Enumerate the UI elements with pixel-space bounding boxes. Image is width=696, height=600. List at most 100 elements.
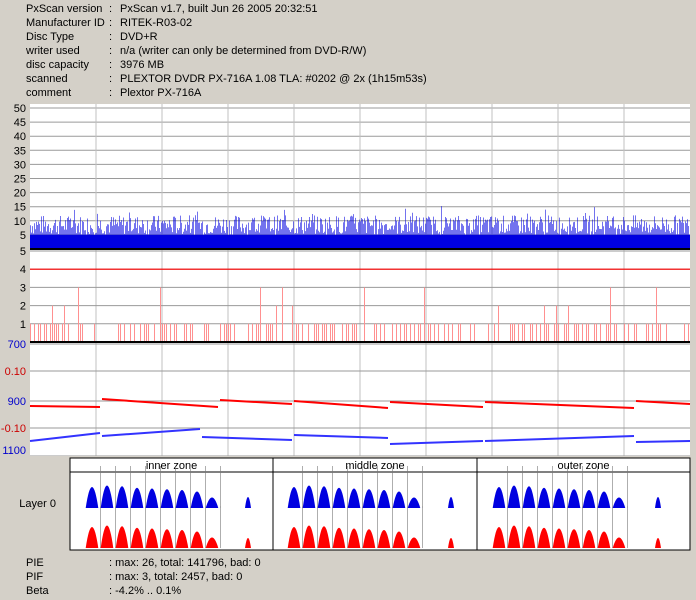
pie-tick-label: 50	[14, 104, 26, 115]
beta-series	[29, 398, 691, 409]
info-colon: :	[109, 3, 113, 15]
pie-peak	[190, 491, 204, 508]
pif-peak	[537, 527, 551, 548]
jitter-tick-label: 1100	[2, 445, 26, 456]
pif-peak	[287, 527, 301, 548]
pif-peak	[145, 528, 159, 548]
pif-peak	[245, 538, 251, 548]
scan-graph: 50 45 40 35 30 25 20 15 10 5 5 4 3 2 1 700 0.10 900 -0.10 1…	[0, 104, 696, 456]
zone-panel: Layer 0 inner zone middle zone outer zone	[0, 456, 696, 552]
pif-peak	[347, 528, 361, 548]
info-label: scanned	[26, 73, 68, 85]
pie-tick-label: 25	[14, 174, 26, 186]
info-colon: :	[109, 59, 113, 71]
pie-peak	[448, 497, 454, 508]
pie-peak	[552, 488, 566, 508]
summary-value: : max: 26, total: 141796, bad: 0	[109, 557, 261, 569]
pif-peak	[332, 527, 346, 548]
pif-peak	[567, 529, 581, 548]
pif-peak	[115, 526, 129, 548]
pie-tick-label: 30	[14, 159, 26, 171]
pif-tick-label: 1	[20, 319, 26, 331]
info-value: n/a (writer can only be determined from …	[120, 45, 367, 57]
pie-peak	[205, 497, 219, 508]
jitter-tick-label: 0.10	[5, 366, 26, 378]
zone-header: outer zone	[558, 460, 610, 472]
pif-peak	[85, 527, 99, 548]
jitter-segment	[201, 436, 293, 441]
jitter-segment	[484, 435, 635, 442]
pif-peak	[522, 526, 536, 548]
pie-tick-label: 20	[14, 188, 26, 200]
jitter-segment	[389, 440, 484, 445]
pie-peak	[245, 497, 251, 508]
info-value: PxScan v1.7, built Jun 26 2005 20:32:51	[120, 3, 318, 15]
summary-label: Beta	[26, 585, 49, 597]
summary-value: : max: 3, total: 2457, bad: 0	[109, 571, 243, 583]
jitter-series	[29, 428, 691, 445]
pif-tick-label: 3	[20, 282, 26, 294]
pif-peak	[190, 531, 204, 548]
scan-graph-svg: 50 45 40 35 30 25 20 15 10 5 5 4 3 2 1 700 0.10 900 -0.10 1…	[1, 104, 691, 456]
pie-peak	[655, 497, 661, 508]
pie-peak	[377, 490, 391, 508]
summary-label: PIF	[26, 571, 44, 583]
layer-label: Layer 0	[19, 498, 56, 510]
info-value: RITEK-R03-02	[120, 17, 193, 29]
jitter-segment	[635, 440, 691, 443]
pif-peak	[362, 529, 376, 548]
info-label: comment	[26, 87, 72, 99]
summary-label: PIE	[26, 557, 44, 569]
info-value: 3976 MB	[120, 59, 165, 71]
jitter-segment	[29, 432, 101, 442]
pif-peak	[302, 525, 316, 548]
info-label: Disc Type	[26, 31, 75, 43]
pie-peak	[612, 497, 626, 508]
pie-peak	[332, 487, 346, 508]
zone-svg: Layer 0 inner zone middle zone outer zone	[19, 457, 691, 551]
info-colon: :	[109, 87, 113, 99]
pif-peak	[612, 537, 626, 548]
pie-tick-label: 5	[20, 230, 26, 242]
zone-header: inner zone	[146, 460, 197, 472]
pie-peak	[145, 488, 159, 508]
pie-peak	[597, 491, 611, 508]
beta-segment	[219, 399, 293, 405]
jitter-segment	[293, 434, 389, 439]
info-label: disc capacity	[26, 59, 89, 71]
summary-value: : -4.2% .. 0.1%	[109, 585, 182, 597]
beta-segment	[635, 400, 691, 405]
beta-segment	[29, 405, 101, 408]
zone-header: middle zone	[345, 460, 404, 472]
info-value: Plextor PX-716A	[120, 87, 202, 99]
beta-segment	[484, 401, 635, 409]
pif-peak	[582, 530, 596, 548]
info-value: DVD+R	[120, 31, 158, 43]
beta-segment	[293, 400, 389, 409]
pif-peak	[392, 531, 406, 548]
info-colon: :	[109, 31, 113, 43]
pif-peak	[597, 531, 611, 548]
pif-peak	[100, 525, 114, 548]
jitter-tick-label: 700	[8, 339, 26, 351]
jitter-segment	[101, 428, 201, 437]
pif-peak	[655, 538, 661, 548]
pif-series	[30, 287, 689, 342]
pif-peak	[448, 538, 454, 548]
pif-peak	[492, 527, 506, 548]
pie-peak	[302, 485, 316, 508]
pif-peak	[160, 529, 174, 548]
pif-peak	[507, 525, 521, 548]
pie-baseline-fill	[30, 234, 690, 249]
pie-peak	[317, 486, 331, 508]
beta-segment	[101, 398, 219, 408]
pie-peak	[130, 487, 144, 508]
pif-tick-label: 5	[20, 246, 26, 258]
pif-peak	[317, 526, 331, 548]
pie-peak	[522, 486, 536, 508]
info-label: Manufacturer ID	[26, 17, 105, 29]
pie-peak	[492, 487, 506, 508]
jitter-tick-label: 900	[8, 396, 26, 408]
pie-tick-label: 10	[14, 216, 26, 228]
pie-peak	[175, 490, 189, 508]
